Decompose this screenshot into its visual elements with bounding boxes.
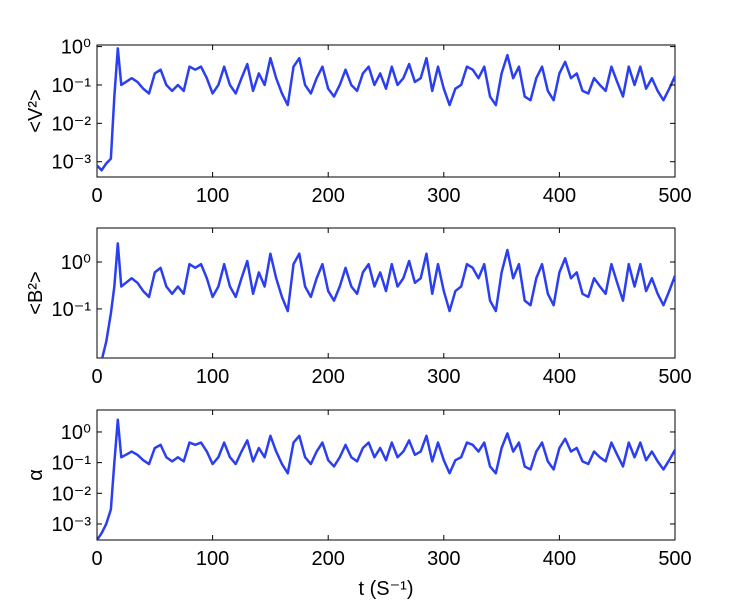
y-axis-label: <V²> (25, 89, 47, 132)
x-tick-label: 400 (543, 185, 576, 207)
x-tick-label: 500 (658, 366, 691, 388)
y-axis-label: α (25, 469, 47, 481)
y-axis-label: <B²> (25, 271, 47, 314)
x-tick-label: 300 (427, 366, 460, 388)
panel: 0 100 200 300 400 500 10⁻¹ 10⁰ <B²> (25, 227, 692, 388)
y-tick-label: 10⁻³ (52, 152, 92, 174)
x-tick-label: 200 (312, 548, 345, 570)
x-tick-label: 300 (427, 185, 460, 207)
x-tick-label: 500 (658, 185, 691, 207)
x-tick-label: 400 (543, 366, 576, 388)
x-tick-label: 100 (196, 366, 229, 388)
x-tick-label: 100 (196, 548, 229, 570)
data-line (97, 418, 675, 540)
y-tick-label: 10⁻¹ (52, 453, 92, 475)
panel: 0 100 200 300 400 500 10⁻³ 10⁻² 10⁻¹ 10⁰ α t (S⁻¹) (25, 409, 692, 600)
y-tick-label: 10⁻² (52, 113, 92, 135)
x-tick-label: 500 (658, 548, 691, 570)
plot-frame (96, 227, 676, 359)
y-tick-label: 10⁰ (61, 252, 91, 274)
data-line (97, 47, 675, 172)
y-tick-label: 10⁻³ (52, 514, 92, 536)
x-tick-label: 0 (91, 366, 102, 388)
y-tick-label: 10⁻¹ (52, 75, 92, 97)
x-tick-label: 100 (196, 185, 229, 207)
x-tick-label: 400 (543, 548, 576, 570)
x-tick-label: 200 (312, 185, 345, 207)
x-tick-label: 0 (91, 185, 102, 207)
x-axis-label: t (S⁻¹) (359, 578, 414, 600)
x-tick-label: 200 (312, 366, 345, 388)
y-tick-label: 10⁰ (61, 422, 91, 444)
y-tick-label: 10⁰ (61, 37, 91, 59)
panel: 0 100 200 300 400 500 10⁻³ 10⁻² 10⁻¹ 10⁰ <V²> (25, 37, 692, 207)
x-tick-label: 0 (91, 548, 102, 570)
plot-frame (96, 409, 676, 541)
y-tick-label: 10⁻² (52, 483, 92, 505)
x-tick-label: 300 (427, 548, 460, 570)
plot-frame (96, 44, 676, 178)
data-line (100, 242, 675, 358)
y-tick-label: 10⁻¹ (52, 299, 92, 321)
